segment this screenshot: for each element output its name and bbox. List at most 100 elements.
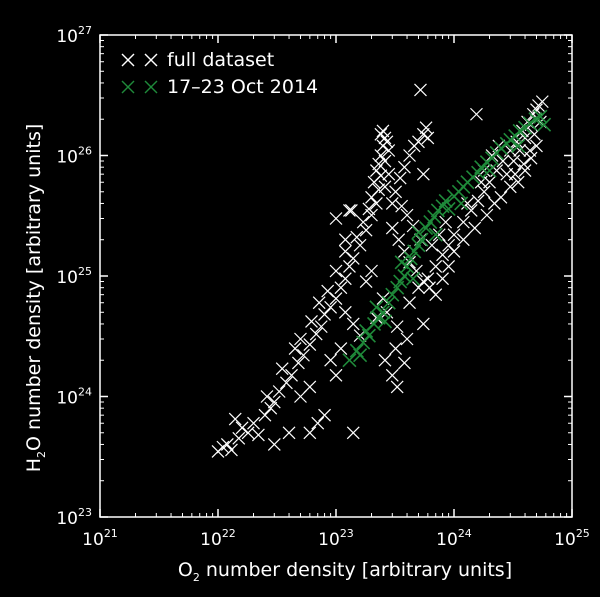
x-axis-label: O2 number density [arbitrary units]	[178, 559, 512, 584]
data-point	[334, 281, 348, 295]
data-point	[385, 287, 400, 302]
data-point	[474, 175, 488, 189]
data-point	[390, 320, 404, 334]
data-point	[477, 185, 491, 199]
data-point	[464, 204, 478, 217]
data-point	[414, 83, 427, 97]
data-point	[272, 385, 286, 398]
data-point	[318, 307, 331, 321]
data-point	[376, 124, 390, 138]
data-point	[382, 167, 396, 181]
data-point	[393, 171, 407, 185]
data-point	[338, 305, 352, 319]
data-point	[381, 295, 396, 310]
data-point	[447, 228, 461, 242]
data-point	[419, 121, 433, 135]
data-point	[436, 248, 449, 262]
data-point	[496, 154, 510, 168]
data-point	[232, 431, 246, 445]
data-point	[407, 244, 422, 259]
data-point	[425, 238, 439, 252]
data-point	[303, 426, 317, 440]
data-point	[454, 196, 469, 211]
data-point	[311, 416, 325, 430]
data-point	[392, 233, 406, 247]
data-point	[334, 342, 348, 355]
x-tick-label: 1022	[200, 527, 236, 550]
y-tick-label: 1026	[56, 145, 92, 168]
data-point	[353, 348, 368, 363]
data-point	[482, 163, 497, 178]
data-point	[385, 221, 399, 235]
data-point	[329, 264, 343, 278]
data-point	[530, 139, 543, 153]
data-point	[517, 157, 531, 171]
data-point	[382, 144, 396, 157]
data-point	[471, 194, 485, 208]
legend-marker-oct-2014	[121, 80, 158, 94]
data-point	[318, 408, 331, 422]
x-axis-label-post: number density [arbitrary units]	[200, 559, 512, 581]
data-point	[537, 117, 552, 132]
data-point	[369, 300, 384, 315]
data-point	[346, 251, 360, 265]
y-tick-label: 1027	[56, 24, 92, 47]
data-point	[377, 314, 393, 329]
data-point	[395, 199, 409, 213]
data-point	[414, 232, 429, 247]
data-point	[416, 167, 430, 181]
data-point	[429, 260, 443, 273]
data-point	[523, 144, 537, 157]
y-tick-label: 1023	[56, 506, 92, 529]
data-point	[343, 260, 356, 273]
data-point	[412, 135, 425, 149]
data-point	[267, 438, 281, 451]
data-point	[359, 223, 373, 237]
y-axis-label-post: O number density [arbitrary units]	[23, 124, 45, 451]
data-point	[389, 342, 403, 355]
data-point	[324, 353, 338, 367]
data-point	[346, 426, 360, 440]
data-point	[378, 180, 392, 194]
data-point	[321, 284, 335, 298]
data-point	[338, 244, 352, 258]
data-point	[511, 138, 526, 154]
data-point	[380, 135, 394, 149]
data-point	[369, 197, 383, 210]
data-point	[220, 438, 234, 451]
data-point	[507, 154, 521, 168]
data-point	[314, 320, 328, 334]
data-point	[528, 112, 543, 127]
data-point	[389, 185, 403, 199]
data-point	[513, 144, 527, 157]
data-point	[346, 317, 360, 331]
points-layer	[211, 83, 552, 458]
x-tick-label: 1025	[554, 527, 590, 550]
data-point	[372, 183, 386, 197]
data-point	[487, 197, 501, 210]
y-axis-label: H2O number density [arbitrary units]	[23, 124, 48, 473]
data-point	[329, 368, 343, 382]
data-point	[397, 160, 411, 174]
data-point	[294, 390, 307, 403]
y-tick-label: 1024	[56, 386, 92, 409]
data-point	[294, 332, 307, 346]
y-axis-label-pre: H	[23, 458, 45, 472]
data-point	[394, 255, 409, 270]
x-axis-label-sub: 2	[193, 571, 200, 584]
data-point	[378, 353, 392, 367]
data-point	[305, 314, 318, 328]
data-point	[421, 272, 435, 286]
data-point	[468, 221, 482, 235]
data-point	[356, 335, 371, 350]
data-point	[533, 109, 548, 124]
data-point	[397, 268, 412, 284]
legend-label-oct-2014: 17–23 Oct 2014	[167, 76, 318, 98]
data-point	[361, 328, 376, 343]
data-point	[503, 180, 517, 194]
data-point	[378, 154, 392, 168]
data-point	[260, 390, 274, 403]
data-point	[356, 215, 370, 229]
x-tick-label: 1021	[82, 527, 118, 550]
